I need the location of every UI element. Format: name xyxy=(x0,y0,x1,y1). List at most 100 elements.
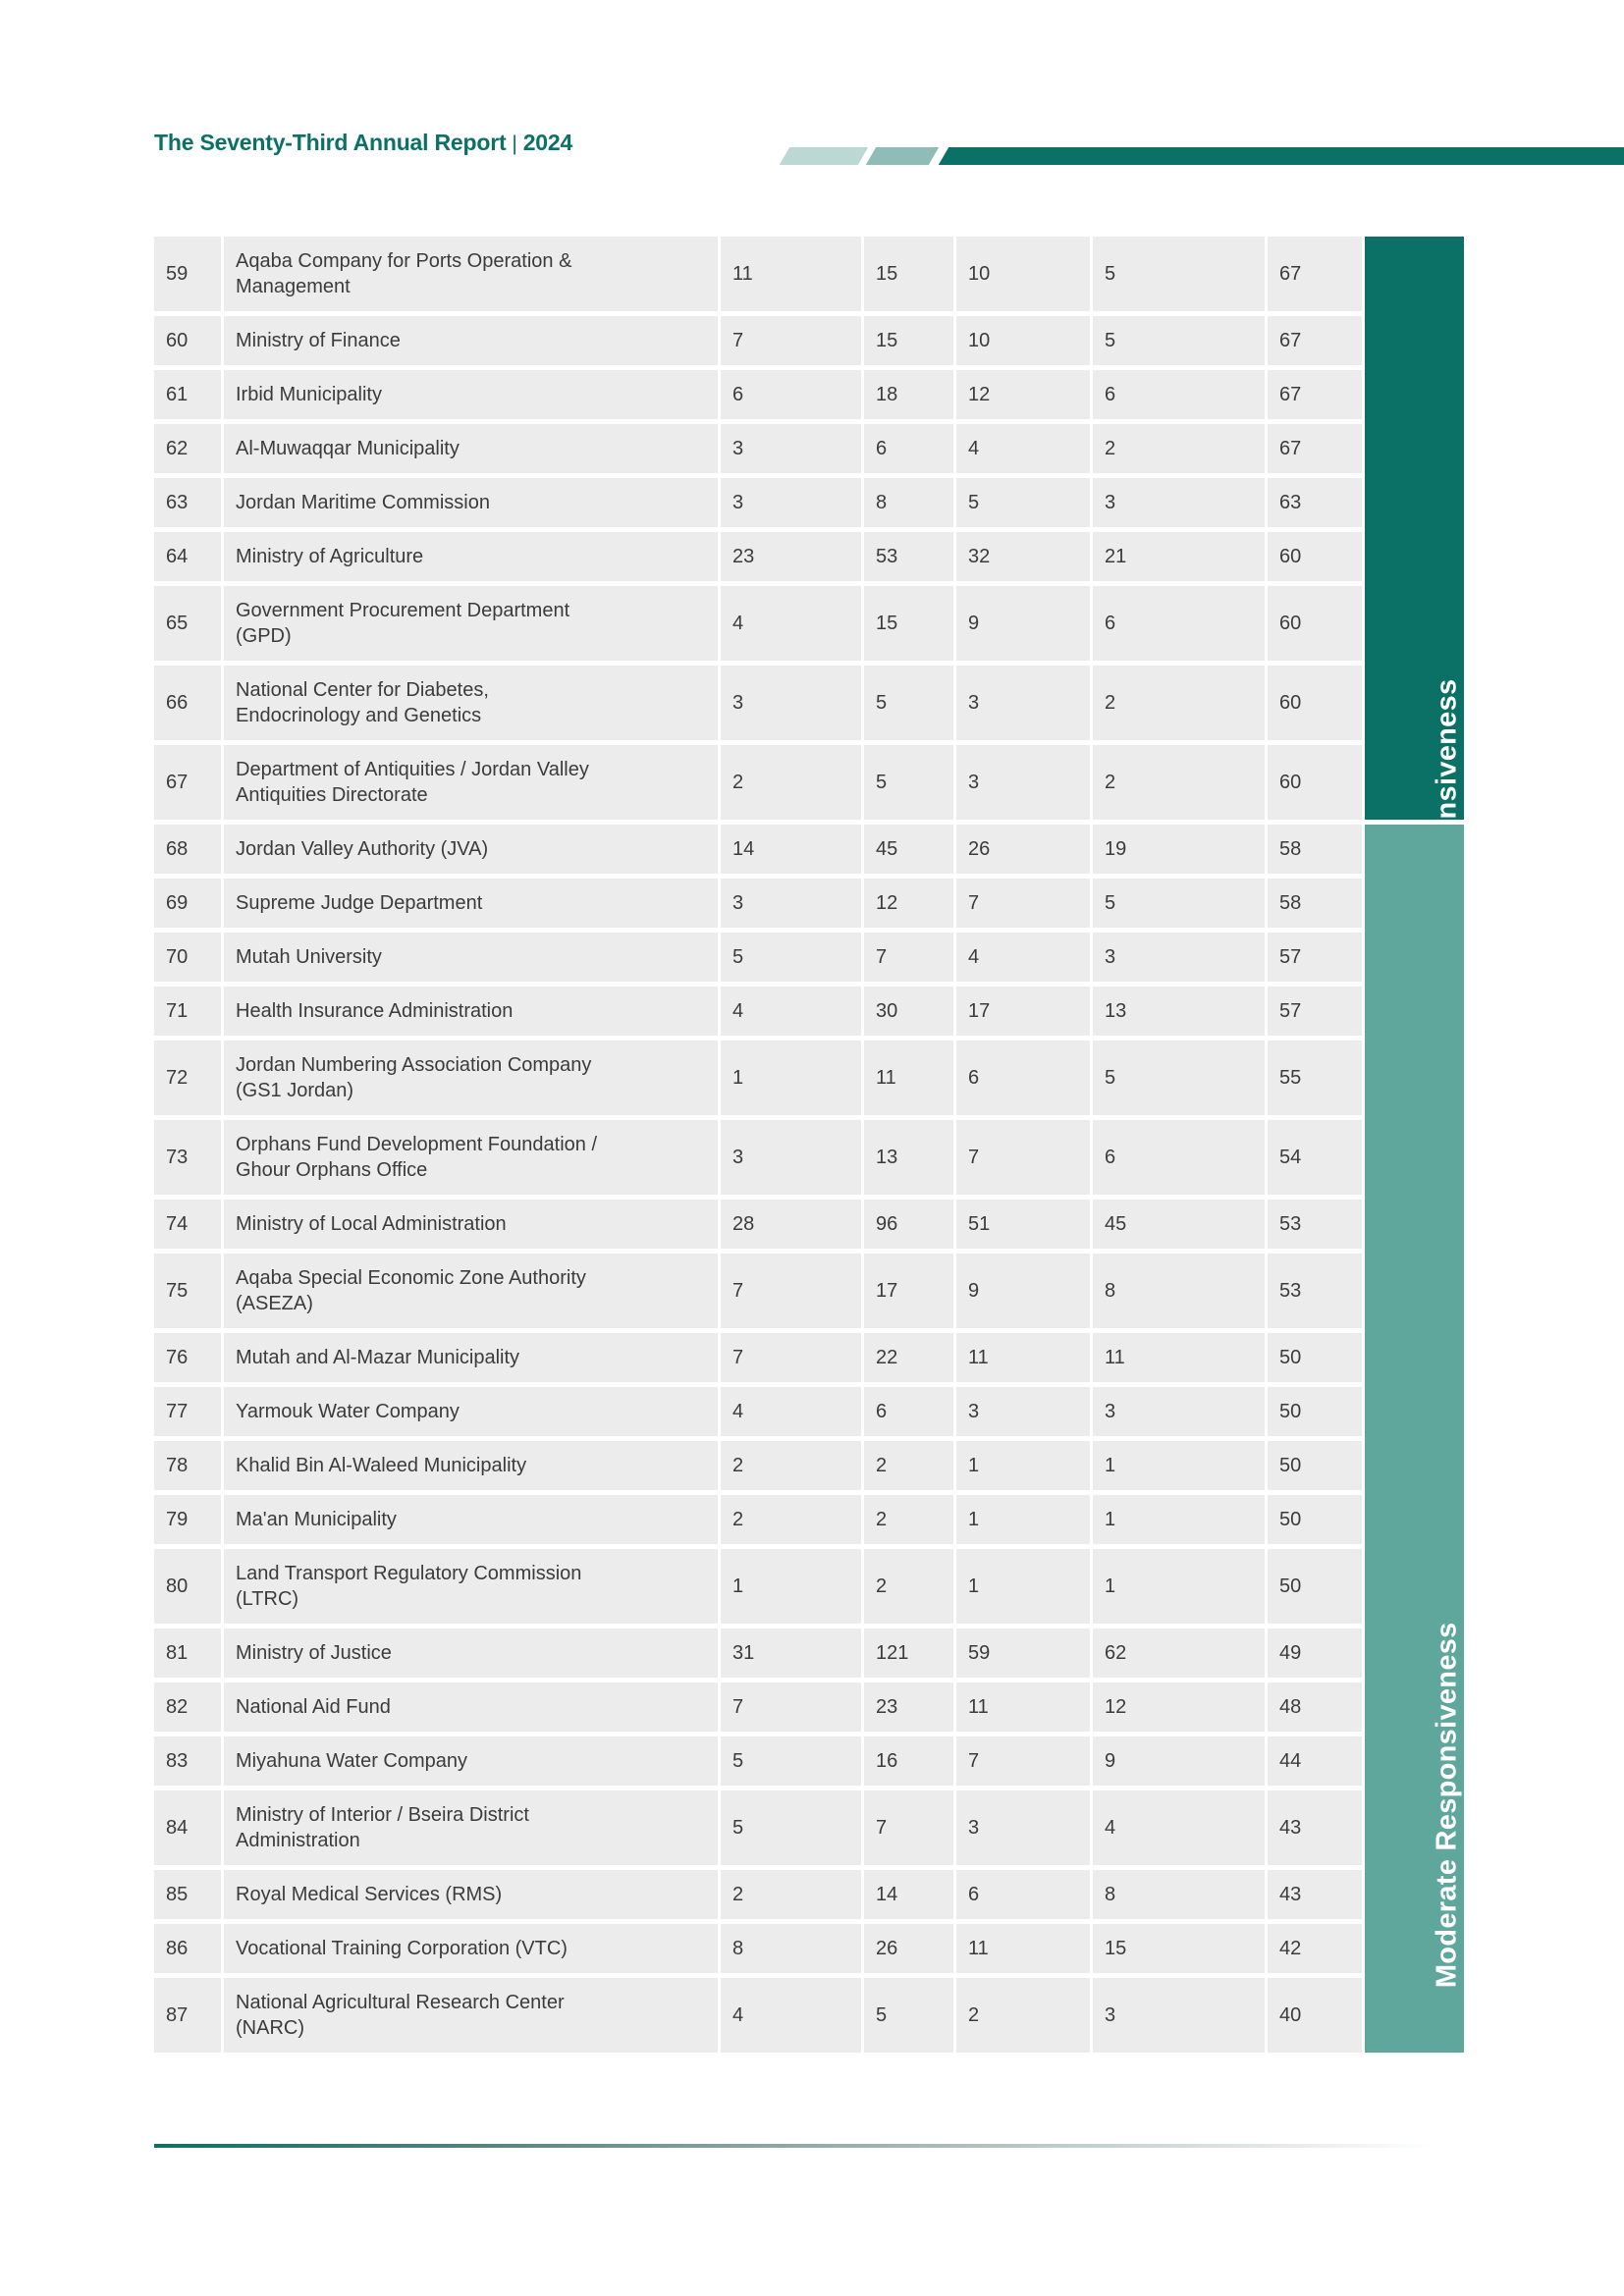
row-value-3: 11 xyxy=(956,1682,1090,1732)
row-value-3: 7 xyxy=(956,1736,1090,1786)
row-value-2: 121 xyxy=(864,1629,953,1678)
row-score: 50 xyxy=(1268,1549,1362,1624)
decor-band-mid xyxy=(865,147,940,165)
row-value-3: 3 xyxy=(956,745,1090,820)
row-rank: 80 xyxy=(154,1549,221,1624)
row-value-2: 15 xyxy=(864,316,953,365)
report-title-text: The Seventy-Third Annual Report xyxy=(154,130,507,155)
row-value-3: 9 xyxy=(956,1254,1090,1328)
row-value-3: 7 xyxy=(956,879,1090,928)
row-value-2: 17 xyxy=(864,1254,953,1328)
row-value-2: 12 xyxy=(864,879,953,928)
row-rank: 87 xyxy=(154,1978,221,2053)
row-value-2: 96 xyxy=(864,1200,953,1249)
row-score: 54 xyxy=(1268,1120,1362,1195)
row-value-4: 6 xyxy=(1093,370,1265,419)
row-entity-name: National Agricultural Research Center (N… xyxy=(224,1978,718,2053)
row-entity-name: Jordan Numbering Association Company (GS… xyxy=(224,1041,718,1115)
row-score: 49 xyxy=(1268,1629,1362,1678)
row-value-3: 17 xyxy=(956,987,1090,1036)
row-value-2: 7 xyxy=(864,1790,953,1865)
row-value-2: 7 xyxy=(864,933,953,982)
row-score: 58 xyxy=(1268,879,1362,928)
row-rank: 69 xyxy=(154,879,221,928)
row-value-4: 4 xyxy=(1093,1790,1265,1865)
row-value-1: 2 xyxy=(721,1870,861,1919)
row-value-4: 1 xyxy=(1093,1495,1265,1544)
row-score: 50 xyxy=(1268,1387,1362,1436)
row-rank: 71 xyxy=(154,987,221,1036)
row-score: 67 xyxy=(1268,237,1362,311)
row-score: 58 xyxy=(1268,825,1362,874)
row-value-4: 45 xyxy=(1093,1200,1265,1249)
row-score: 60 xyxy=(1268,745,1362,820)
row-value-2: 30 xyxy=(864,987,953,1036)
row-value-2: 16 xyxy=(864,1736,953,1786)
row-entity-name: Ma'an Municipality xyxy=(224,1495,718,1544)
row-value-1: 23 xyxy=(721,532,861,581)
row-value-2: 23 xyxy=(864,1682,953,1732)
row-value-4: 13 xyxy=(1093,987,1265,1036)
row-rank: 65 xyxy=(154,586,221,661)
row-entity-name: Government Procurement Department (GPD) xyxy=(224,586,718,661)
row-value-2: 6 xyxy=(864,424,953,473)
row-score: 43 xyxy=(1268,1790,1362,1865)
row-value-2: 11 xyxy=(864,1041,953,1115)
row-entity-name: Ministry of Finance xyxy=(224,316,718,365)
row-value-4: 15 xyxy=(1093,1924,1265,1973)
row-rank: 62 xyxy=(154,424,221,473)
row-score: 57 xyxy=(1268,933,1362,982)
page-header: The Seventy-Third Annual Report | 2024 xyxy=(154,126,1624,171)
row-value-3: 11 xyxy=(956,1333,1090,1382)
row-value-1: 1 xyxy=(721,1549,861,1624)
page-title: The Seventy-Third Annual Report | 2024 xyxy=(154,130,572,156)
row-entity-name: National Center for Diabetes, Endocrinol… xyxy=(224,666,718,740)
row-value-1: 8 xyxy=(721,1924,861,1973)
row-score: 57 xyxy=(1268,987,1362,1036)
row-value-1: 4 xyxy=(721,987,861,1036)
row-value-1: 5 xyxy=(721,1736,861,1786)
row-entity-name: Ministry of Local Administration xyxy=(224,1200,718,1249)
header-decoration xyxy=(779,147,1624,165)
row-rank: 76 xyxy=(154,1333,221,1382)
row-value-1: 31 xyxy=(721,1629,861,1678)
row-value-1: 4 xyxy=(721,586,861,661)
row-score: 42 xyxy=(1268,1924,1362,1973)
row-value-4: 9 xyxy=(1093,1736,1265,1786)
row-score: 50 xyxy=(1268,1441,1362,1490)
row-value-3: 9 xyxy=(956,586,1090,661)
row-value-4: 8 xyxy=(1093,1870,1265,1919)
row-value-1: 3 xyxy=(721,879,861,928)
row-value-1: 3 xyxy=(721,666,861,740)
row-rank: 70 xyxy=(154,933,221,982)
row-value-3: 12 xyxy=(956,370,1090,419)
row-value-4: 5 xyxy=(1093,1041,1265,1115)
footer-divider-line xyxy=(154,2144,1473,2148)
row-value-2: 5 xyxy=(864,745,953,820)
row-value-4: 5 xyxy=(1093,879,1265,928)
row-value-3: 4 xyxy=(956,424,1090,473)
row-score: 40 xyxy=(1268,1978,1362,2053)
row-value-4: 6 xyxy=(1093,1120,1265,1195)
row-value-3: 6 xyxy=(956,1870,1090,1919)
row-value-1: 28 xyxy=(721,1200,861,1249)
row-rank: 84 xyxy=(154,1790,221,1865)
row-value-4: 11 xyxy=(1093,1333,1265,1382)
row-value-3: 3 xyxy=(956,1790,1090,1865)
row-value-4: 3 xyxy=(1093,478,1265,527)
row-value-4: 12 xyxy=(1093,1682,1265,1732)
row-score: 60 xyxy=(1268,666,1362,740)
row-score: 53 xyxy=(1268,1200,1362,1249)
row-value-4: 3 xyxy=(1093,1978,1265,2053)
row-rank: 61 xyxy=(154,370,221,419)
row-value-2: 5 xyxy=(864,1978,953,2053)
row-value-2: 13 xyxy=(864,1120,953,1195)
row-value-1: 7 xyxy=(721,1333,861,1382)
row-value-1: 14 xyxy=(721,825,861,874)
row-value-3: 6 xyxy=(956,1041,1090,1115)
sidebar-band-high: High Responsiveness xyxy=(1365,237,1464,981)
row-value-2: 5 xyxy=(864,666,953,740)
row-value-4: 6 xyxy=(1093,586,1265,661)
row-entity-name: Health Insurance Administration xyxy=(224,987,718,1036)
